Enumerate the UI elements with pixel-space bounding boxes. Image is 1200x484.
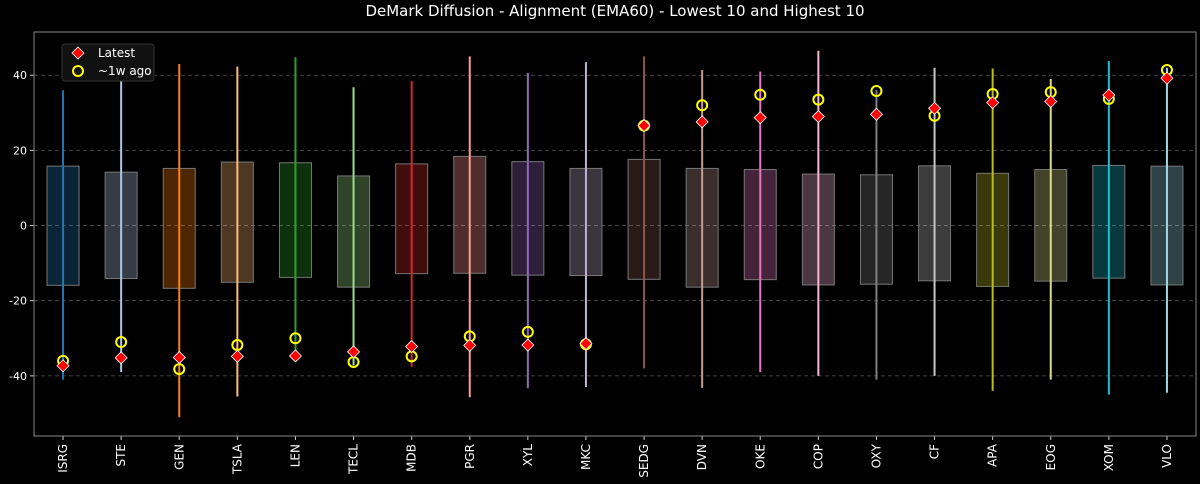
legend-latest-label: Latest xyxy=(98,46,135,60)
box-oke xyxy=(743,71,777,373)
marker-1w-ago xyxy=(754,88,767,101)
y-axis: -40 -20 0 20 40 xyxy=(9,69,34,383)
box-mdb xyxy=(395,81,429,367)
legend-1w-circle-icon xyxy=(72,65,84,77)
grid xyxy=(34,74,1196,377)
marker-1w-ago xyxy=(521,325,534,338)
marker-latest xyxy=(753,111,767,125)
marker-latest xyxy=(521,338,535,352)
marker-latest xyxy=(114,351,128,365)
x-tick-label: GEN xyxy=(172,444,186,470)
box-tsla xyxy=(220,66,254,397)
marker-latest xyxy=(637,119,651,133)
box-xom xyxy=(1092,60,1126,395)
box-xyl xyxy=(511,72,545,389)
x-tick-label: COP xyxy=(811,444,825,469)
x-tick-label: OKE xyxy=(753,444,767,469)
legend-latest-diamond-icon xyxy=(71,46,85,60)
marker-latest xyxy=(811,109,825,124)
x-tick-label: DVN xyxy=(695,444,709,470)
legend-frame xyxy=(61,43,155,82)
x-tick-label: MDB xyxy=(405,444,419,472)
y-tick-label: 20 xyxy=(13,144,27,157)
x-tick-label: VLO xyxy=(1160,444,1174,468)
x-tick-label: TECL xyxy=(347,444,361,475)
x-tick-label: APA xyxy=(986,443,1000,467)
marker-1w-ago xyxy=(173,363,186,376)
legend: Latest ~1w ago xyxy=(61,43,155,82)
box-oxy xyxy=(859,85,893,380)
x-tick-label: PGR xyxy=(463,444,477,469)
x-tick-label: LEN xyxy=(288,444,302,467)
box-apa xyxy=(976,68,1010,391)
x-tick-label: SEDG xyxy=(637,444,651,478)
marker-latest xyxy=(927,101,942,115)
marker-latest xyxy=(695,115,709,129)
marker-latest xyxy=(1160,71,1174,85)
x-tick-label: TSLA xyxy=(230,443,244,475)
x-tick-label: ISRG xyxy=(56,444,70,473)
marker-latest xyxy=(346,345,361,359)
boxes xyxy=(46,48,1184,418)
marker-1w-ago xyxy=(696,99,709,112)
box-cop xyxy=(801,50,835,376)
marker-latest xyxy=(869,107,884,121)
marker-latest xyxy=(986,96,1000,110)
marker-latest xyxy=(463,338,477,352)
box-tecl xyxy=(337,87,371,368)
marker-latest xyxy=(579,336,593,351)
x-tick-label: EOG xyxy=(1044,444,1058,470)
box-mkc xyxy=(569,62,603,388)
marker-1w-ago xyxy=(812,93,825,106)
box-cf xyxy=(918,67,952,376)
box-ste xyxy=(104,48,138,373)
y-tick-label: -40 xyxy=(9,370,27,383)
x-tick-label: CF xyxy=(928,444,942,459)
marker-1w-ago xyxy=(289,332,302,345)
marker-latest xyxy=(56,359,70,373)
marker-latest xyxy=(288,349,303,363)
box-pgr xyxy=(453,56,487,398)
y-tick-label: 0 xyxy=(20,220,27,233)
box-eog xyxy=(1034,78,1068,380)
marker-latest xyxy=(230,349,244,363)
box-dvn xyxy=(685,69,719,388)
x-tick-label: STE xyxy=(114,444,128,467)
box-isrg xyxy=(46,90,80,380)
box-sedg xyxy=(627,56,661,369)
chart-title: DeMark Diffusion - Alignment (EMA60) - L… xyxy=(365,2,864,20)
box-vlo xyxy=(1150,63,1184,393)
x-tick-label: XYL xyxy=(521,444,535,467)
x-axis: ISRG STE GEN TSLA LEN TECL MDB PGR XYL MKC SEDG DVN… xyxy=(56,436,1174,478)
x-tick-label: XOM xyxy=(1102,444,1116,471)
y-tick-label: -20 xyxy=(9,295,27,308)
x-tick-label: MKC xyxy=(579,444,593,470)
marker-1w-ago xyxy=(870,85,883,98)
marker-latest xyxy=(1044,94,1058,109)
marker-latest xyxy=(1102,88,1116,102)
marker-latest xyxy=(405,339,419,354)
box-gen xyxy=(162,63,196,418)
marker-latest xyxy=(172,350,186,365)
box-len xyxy=(278,57,312,363)
y-tick-label: 40 xyxy=(13,69,27,82)
x-tick-label: OXY xyxy=(869,443,883,468)
marker-1w-ago xyxy=(115,336,128,349)
plot-frame xyxy=(33,31,1197,437)
legend-1w-label: ~1w ago xyxy=(98,64,152,78)
